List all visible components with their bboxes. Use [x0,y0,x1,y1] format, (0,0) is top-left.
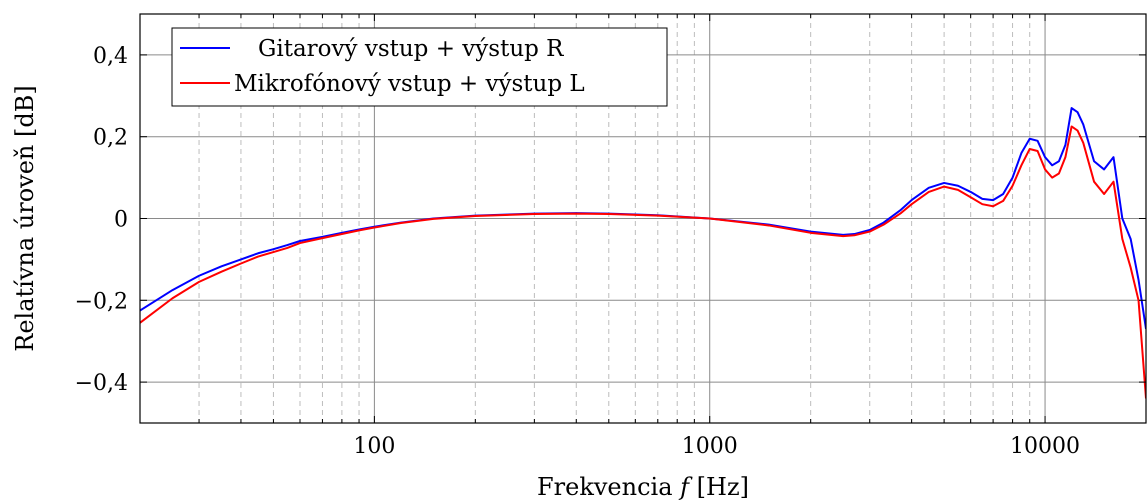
major-grid [140,14,1146,423]
x-tick-labels: 100 1000 10000 [353,434,1080,459]
y-tick-label: 0,4 [93,44,128,69]
series-line-1 [140,125,1146,399]
y-tick-labels: −0,4 −0,2 0 0,2 0,4 [75,44,128,396]
y-tick-label: 0,2 [93,126,128,151]
x-tick-label: 10000 [1010,434,1080,459]
legend-label-microphone: Mikrofónový vstup + výstup L [234,71,585,97]
series-layer [140,107,1146,399]
tick-marks [140,14,1146,423]
x-tick-label: 100 [353,434,395,459]
y-tick-label: 0 [114,208,128,233]
series-line-0 [140,107,1146,330]
legend-box [171,27,668,107]
y-tick-label: −0,2 [75,289,128,314]
y-tick-label: −0,4 [75,371,128,396]
y-axis-title: Relatívna úroveň [dB] [11,85,39,351]
legend-label-guitar: Gitarový vstup + výstup R [258,36,564,62]
x-tick-label: 1000 [682,434,738,459]
legend: Gitarový vstup + výstup R Mikrofónový vs… [171,27,668,107]
x-axis-title: Frekvencia f [Hz] [537,473,749,501]
